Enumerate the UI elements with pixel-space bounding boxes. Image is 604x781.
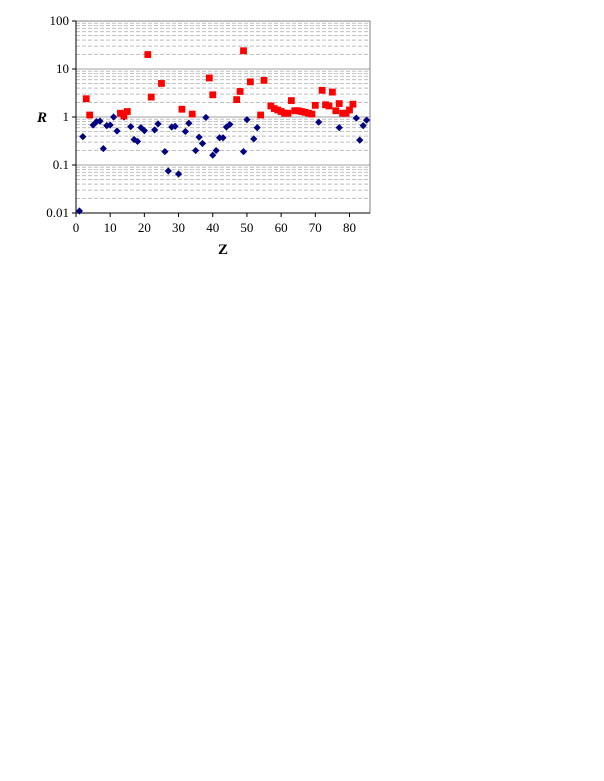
square-point (311, 101, 319, 109)
diamond-point (226, 120, 234, 129)
square-point (325, 102, 333, 110)
diamond-point (192, 146, 200, 155)
square-point (322, 101, 329, 109)
square-point (318, 86, 326, 94)
diamond-point (239, 148, 248, 156)
x-tick-label: 10 (104, 220, 117, 235)
diamond-point (140, 127, 148, 135)
diamond-point (195, 133, 203, 141)
square-point (86, 111, 94, 119)
square-point (123, 108, 131, 115)
y-tick-label: 100 (50, 13, 70, 28)
diamond-point (161, 148, 169, 156)
diamond-point (359, 122, 367, 130)
diamond-point (154, 120, 162, 128)
square-point (281, 109, 288, 117)
y-tick-label: 0.1 (53, 157, 69, 172)
square-point (294, 107, 302, 115)
diamond-point (212, 146, 220, 155)
square-point (209, 91, 217, 99)
square-point (236, 88, 244, 95)
x-tick-label: 60 (275, 220, 288, 235)
square-point (144, 51, 152, 58)
diamond-point (209, 151, 217, 159)
data-points (75, 47, 371, 215)
square-point (270, 105, 278, 112)
diamond-point (127, 123, 135, 131)
square-point (342, 109, 350, 117)
x-tick-label: 20 (138, 220, 151, 235)
x-tick-label: 40 (206, 220, 219, 235)
diamond-point (110, 113, 118, 121)
square-point (349, 100, 357, 108)
square-point (205, 74, 213, 82)
diamond-point (133, 137, 142, 146)
x-tick-label: 50 (240, 220, 253, 235)
square-point (308, 110, 316, 118)
square-point (335, 100, 343, 108)
square-point (346, 106, 353, 114)
y-tick-label: 0.01 (46, 205, 69, 220)
diamond-point (219, 134, 227, 142)
square-point (147, 93, 155, 101)
square-point (260, 76, 268, 84)
diamond-point (79, 133, 87, 141)
square-point (117, 109, 124, 117)
diamond-point (96, 117, 104, 125)
square-point (267, 102, 275, 110)
y-tick-label: 10 (56, 61, 69, 76)
square-point (188, 110, 196, 118)
diamond-point (356, 136, 364, 144)
square-point (277, 108, 285, 115)
square-point (332, 107, 340, 115)
diamond-point (181, 127, 189, 136)
square-point (178, 105, 186, 113)
diamond-point (99, 144, 107, 153)
y-axis-title: R (36, 110, 47, 126)
diamond-point (250, 135, 258, 143)
x-tick-label: 70 (309, 220, 322, 235)
diamond-point (352, 114, 360, 122)
diamond-point (106, 121, 114, 129)
square-point (120, 112, 128, 120)
diamond-point (171, 122, 179, 130)
square-point (301, 108, 309, 116)
square-point (274, 106, 282, 114)
square-point (158, 80, 165, 87)
square-point (257, 111, 265, 119)
square-point (246, 78, 254, 86)
square-point (284, 109, 292, 117)
square-point (291, 107, 299, 115)
diamond-point (335, 124, 343, 132)
diamond-point (164, 167, 172, 175)
square-point (339, 109, 347, 117)
x-axis-title: Z (218, 242, 228, 258)
square-point (82, 95, 90, 103)
x-tick-label: 0 (73, 220, 80, 235)
grid-lines (76, 20, 370, 214)
diamond-point (315, 118, 323, 126)
diamond-point (243, 116, 251, 124)
diamond-point (198, 139, 207, 148)
square-point (305, 109, 312, 117)
diamond-point (174, 170, 183, 178)
y-tick-label: 1 (63, 109, 70, 124)
diamond-point (113, 127, 121, 135)
diamond-point (185, 119, 193, 127)
diamond-point (202, 113, 210, 122)
square-point (287, 97, 295, 104)
diamond-point (253, 124, 261, 132)
square-point (233, 96, 241, 104)
diamond-point (362, 116, 371, 124)
x-tick-label: 30 (172, 220, 185, 235)
square-point (328, 88, 336, 96)
diamond-point (75, 207, 84, 215)
tick-labels: 0.01 0.1 1 10 100 0 10 20 30 40 50 60 70 80 (46, 13, 356, 235)
x-tick-label: 80 (343, 220, 356, 235)
diamond-point (151, 126, 159, 134)
square-point (298, 108, 306, 115)
square-point (240, 47, 247, 55)
